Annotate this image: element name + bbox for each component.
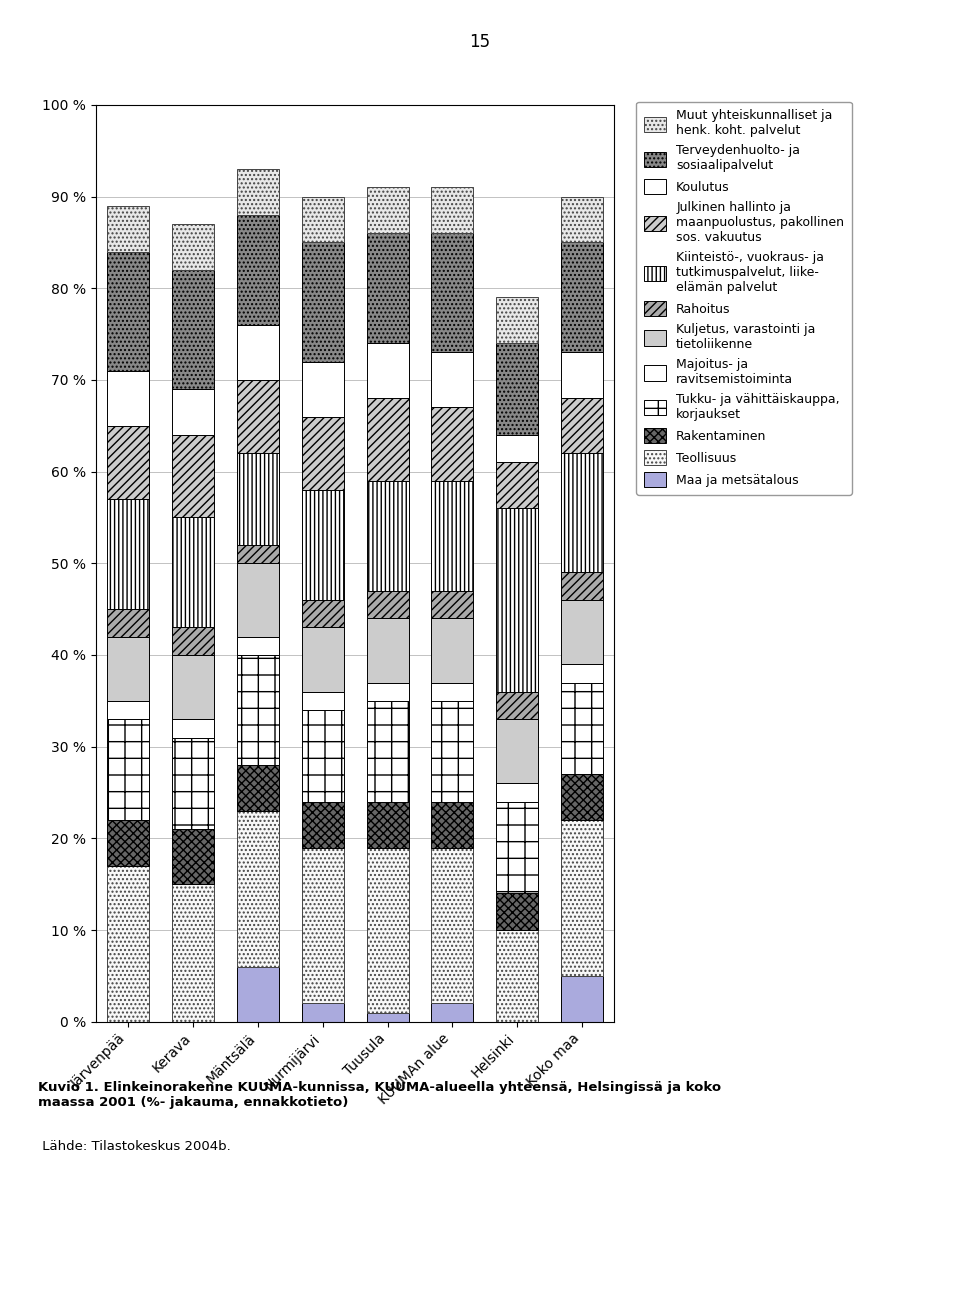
Bar xyxy=(172,389,214,435)
Bar xyxy=(561,683,603,774)
Bar xyxy=(108,206,150,252)
Bar xyxy=(561,242,603,352)
Bar xyxy=(367,618,409,683)
Bar xyxy=(367,1013,409,1022)
Bar xyxy=(431,683,473,701)
Bar xyxy=(108,637,150,701)
Bar xyxy=(431,701,473,802)
Bar xyxy=(367,343,409,398)
Bar xyxy=(301,362,344,417)
Bar xyxy=(172,435,214,517)
Bar xyxy=(561,398,603,453)
Bar xyxy=(367,187,409,233)
Bar xyxy=(431,591,473,618)
Bar xyxy=(496,508,539,692)
Bar xyxy=(301,710,344,802)
Bar xyxy=(108,252,150,371)
Bar xyxy=(561,352,603,398)
Bar xyxy=(108,426,150,499)
Bar xyxy=(108,719,150,820)
Bar xyxy=(301,627,344,692)
Bar xyxy=(301,490,344,600)
Bar xyxy=(237,380,279,453)
Bar xyxy=(301,242,344,362)
Bar xyxy=(561,976,603,1022)
Bar xyxy=(237,215,279,325)
Bar xyxy=(496,297,539,343)
Bar xyxy=(431,407,473,481)
Bar xyxy=(431,848,473,1003)
Bar xyxy=(237,765,279,811)
Bar xyxy=(108,866,150,1022)
Bar xyxy=(431,1003,473,1022)
Bar xyxy=(431,802,473,848)
Bar xyxy=(561,600,603,664)
Bar xyxy=(496,692,539,719)
Bar xyxy=(496,783,539,802)
Bar xyxy=(496,435,539,462)
Bar xyxy=(108,820,150,866)
Bar xyxy=(301,802,344,848)
Bar xyxy=(237,453,279,545)
Text: 15: 15 xyxy=(469,33,491,51)
Bar xyxy=(367,591,409,618)
Bar xyxy=(431,187,473,233)
Bar xyxy=(496,462,539,508)
Bar xyxy=(237,325,279,380)
Bar xyxy=(367,802,409,848)
Legend: Muut yhteiskunnalliset ja
henk. koht. palvelut, Terveydenhuolto- ja
sosiaalipalv: Muut yhteiskunnalliset ja henk. koht. pa… xyxy=(636,102,852,495)
Bar xyxy=(237,655,279,765)
Bar xyxy=(172,884,214,1022)
Bar xyxy=(172,270,214,389)
Bar xyxy=(561,774,603,820)
Bar xyxy=(172,627,214,655)
Bar xyxy=(561,196,603,242)
Bar xyxy=(367,481,409,591)
Bar xyxy=(237,637,279,655)
Bar xyxy=(431,233,473,352)
Bar xyxy=(431,618,473,683)
Bar xyxy=(108,701,150,719)
Bar xyxy=(561,664,603,683)
Bar xyxy=(237,967,279,1022)
Bar xyxy=(172,517,214,627)
Bar xyxy=(301,196,344,242)
Bar xyxy=(496,930,539,1022)
Bar xyxy=(431,481,473,591)
Bar xyxy=(561,453,603,572)
Bar xyxy=(237,563,279,637)
Bar xyxy=(301,1003,344,1022)
Bar xyxy=(108,609,150,637)
Bar xyxy=(496,802,539,893)
Bar xyxy=(367,701,409,802)
Bar xyxy=(301,692,344,710)
Bar xyxy=(367,848,409,1013)
Bar xyxy=(496,343,539,435)
Bar xyxy=(496,893,539,930)
Bar xyxy=(237,545,279,563)
Bar xyxy=(108,371,150,426)
Bar xyxy=(561,572,603,600)
Bar xyxy=(172,719,214,738)
Bar xyxy=(237,811,279,967)
Bar xyxy=(301,600,344,627)
Bar xyxy=(172,829,214,884)
Bar xyxy=(561,820,603,976)
Bar xyxy=(496,719,539,783)
Bar xyxy=(367,233,409,343)
Bar xyxy=(367,683,409,701)
Bar xyxy=(301,417,344,490)
Text: Kuvio 1. Elinkeinorakenne KUUMA-kunnissa, KUUMA-alueella yhteensä, Helsingissä j: Kuvio 1. Elinkeinorakenne KUUMA-kunnissa… xyxy=(38,1081,722,1108)
Bar xyxy=(237,169,279,215)
Bar xyxy=(301,848,344,1003)
Bar xyxy=(172,655,214,719)
Bar xyxy=(431,352,473,407)
Bar xyxy=(172,738,214,829)
Bar xyxy=(367,398,409,481)
Bar xyxy=(172,224,214,270)
Bar xyxy=(108,499,150,609)
Text: Lähde: Tilastokeskus 2004b.: Lähde: Tilastokeskus 2004b. xyxy=(38,1140,231,1153)
